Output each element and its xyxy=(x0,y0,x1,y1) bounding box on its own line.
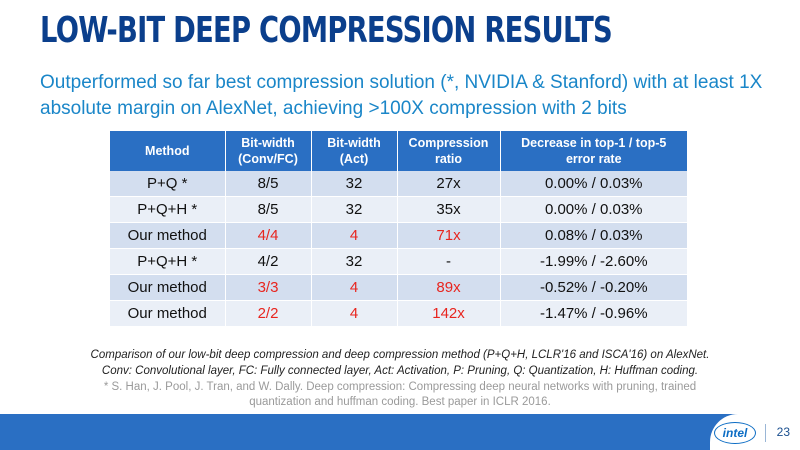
cell-compression-ratio: 27x xyxy=(397,171,501,197)
header-compression-ratio-line2: ratio xyxy=(434,152,463,166)
cell-bitwidth-conv-fc: 4/2 xyxy=(225,248,312,275)
footer-cutout: intel 23 xyxy=(710,414,800,450)
cell-bitwidth-conv-fc: 8/5 xyxy=(225,171,312,197)
cell-bitwidth-act: 4 xyxy=(311,222,398,249)
reference-line: * S. Han, J. Pool, J. Tran, and W. Dally… xyxy=(103,381,697,393)
header-method: Method xyxy=(110,131,226,171)
table-row: Our method 3/3 4 89x -0.52% / -0.20% xyxy=(110,274,687,301)
cell-compression-ratio: 89x xyxy=(397,274,501,301)
header-bitwidth-conv-fc-line2: (Conv/FC) xyxy=(238,152,298,166)
cell-compression-ratio: 35x xyxy=(397,196,501,223)
cell-error-decrease: 0.00% / 0.03% xyxy=(500,196,687,223)
header-compression-ratio-line1: Compression xyxy=(408,136,489,150)
table-caption: Comparison of our low-bit deep compressi… xyxy=(60,347,740,379)
cell-method: P+Q+H * xyxy=(110,248,226,275)
header-error-decrease: Decrease in top-1 / top-5 error rate xyxy=(500,131,687,171)
slide-subtitle: Outperformed so far best compression sol… xyxy=(40,72,763,119)
cell-error-decrease: -0.52% / -0.20% xyxy=(500,274,687,301)
cell-compression-ratio: 142x xyxy=(397,300,501,327)
cell-bitwidth-act: 32 xyxy=(311,248,398,275)
table-row: P+Q * 8/5 32 27x 0.00% / 0.03% xyxy=(110,171,687,197)
table-row: P+Q+H * 8/5 32 35x 0.00% / 0.03% xyxy=(110,196,687,223)
header-error-decrease-line2: error rate xyxy=(565,152,622,166)
header-bitwidth-conv-fc-line1: Bit-width xyxy=(241,136,295,150)
cell-method: P+Q+H * xyxy=(110,196,226,223)
cell-compression-ratio: - xyxy=(397,248,501,275)
caption-line: Conv: Convolutional layer, FC: Fully con… xyxy=(101,365,699,377)
cell-bitwidth-act: 4 xyxy=(311,300,398,327)
cell-method: Our method xyxy=(110,222,226,249)
footer-divider xyxy=(765,424,766,442)
header-bitwidth-conv-fc: Bit-width (Conv/FC) xyxy=(225,131,312,171)
cell-method: Our method xyxy=(110,300,226,327)
results-table: Method Bit-width (Conv/FC) Bit-width (Ac… xyxy=(110,131,687,327)
cell-bitwidth-conv-fc: 2/2 xyxy=(225,300,312,327)
caption-line: Comparison of our low-bit deep compressi… xyxy=(90,349,710,361)
cell-bitwidth-act: 4 xyxy=(311,274,398,301)
cell-method: P+Q * xyxy=(110,171,226,197)
cell-compression-ratio: 71x xyxy=(397,222,501,249)
cell-bitwidth-conv-fc: 8/5 xyxy=(225,196,312,223)
table-row: Our method 4/4 4 71x 0.08% / 0.03% xyxy=(110,222,687,249)
cell-bitwidth-conv-fc: 4/4 xyxy=(225,222,312,249)
footer-bar: intel 23 xyxy=(0,414,800,450)
header-bitwidth-act: Bit-width (Act) xyxy=(311,131,398,171)
reference-note: * S. Han, J. Pool, J. Tran, and W. Dally… xyxy=(60,380,740,410)
table-header-row: Method Bit-width (Conv/FC) Bit-width (Ac… xyxy=(110,131,687,171)
cell-bitwidth-act: 32 xyxy=(311,196,398,223)
cell-method: Our method xyxy=(110,274,226,301)
header-method-label: Method xyxy=(145,144,190,158)
table-row: P+Q+H * 4/2 32 - -1.99% / -2.60% xyxy=(110,248,687,275)
intel-logo-icon: intel xyxy=(714,422,756,444)
cell-error-decrease: 0.08% / 0.03% xyxy=(500,222,687,249)
cell-error-decrease: -1.99% / -2.60% xyxy=(500,248,687,275)
cell-bitwidth-act: 32 xyxy=(311,171,398,197)
reference-line: quantization and huffman coding. Best pa… xyxy=(249,396,551,408)
header-error-decrease-line1: Decrease in top-1 / top-5 xyxy=(521,136,667,150)
header-bitwidth-act-line2: (Act) xyxy=(339,152,369,166)
cell-error-decrease: -1.47% / -0.96% xyxy=(500,300,687,327)
cell-bitwidth-conv-fc: 3/3 xyxy=(225,274,312,301)
page-number: 23 xyxy=(776,425,790,439)
slide-title: LOW-BIT DEEP COMPRESSION RESULTS xyxy=(40,10,613,51)
header-compression-ratio: Compression ratio xyxy=(397,131,501,171)
cell-error-decrease: 0.00% / 0.03% xyxy=(500,171,687,197)
header-bitwidth-act-line1: Bit-width xyxy=(327,136,381,150)
table-row: Our method 2/2 4 142x -1.47% / -0.96% xyxy=(110,300,687,327)
